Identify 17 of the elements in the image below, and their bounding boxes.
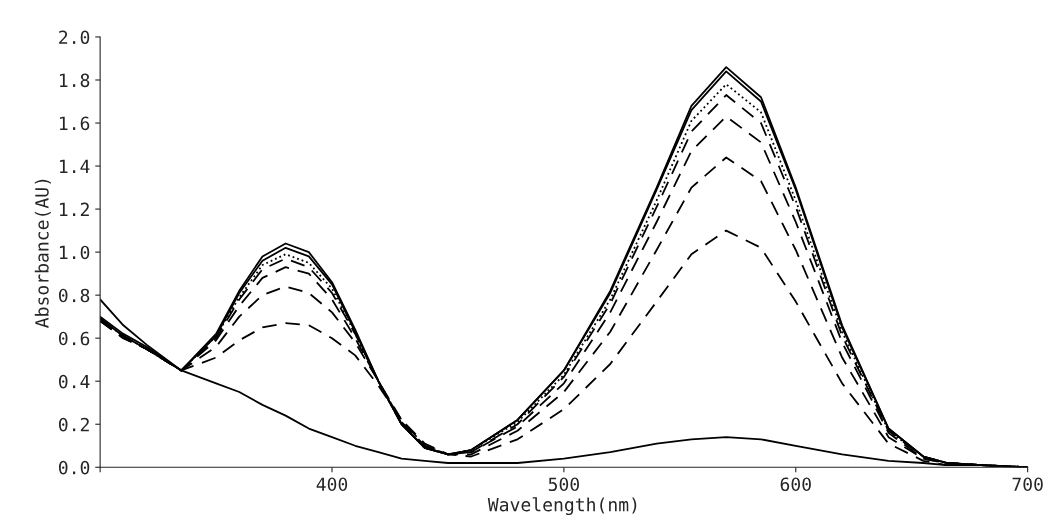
y-tick-label: 0.8 xyxy=(58,288,90,303)
y-tick-label: 0.4 xyxy=(58,374,90,389)
y-tick-label: 0.2 xyxy=(58,417,89,432)
x-tick-label: 600 xyxy=(780,477,811,492)
y-tick-label: 0.0 xyxy=(58,460,90,475)
y-tick-label: 0.6 xyxy=(58,331,90,346)
y-tick-label: 1.0 xyxy=(59,245,90,260)
y-axis-title: Absorbance(AU) xyxy=(34,179,51,328)
y-tick-label: 1.8 xyxy=(59,73,90,88)
x-tick-label: 500 xyxy=(548,477,580,492)
y-tick-label: 2.0 xyxy=(59,30,90,45)
x-tick-label: 700 xyxy=(1012,477,1043,492)
x-axis-title: Wavelength(nm) xyxy=(487,497,637,516)
y-tick-label: 1.6 xyxy=(59,116,90,131)
y-tick-label: 1.4 xyxy=(59,159,90,173)
y-tick-label: 1.2 xyxy=(59,202,89,216)
x-tick-label: 400 xyxy=(316,477,348,492)
